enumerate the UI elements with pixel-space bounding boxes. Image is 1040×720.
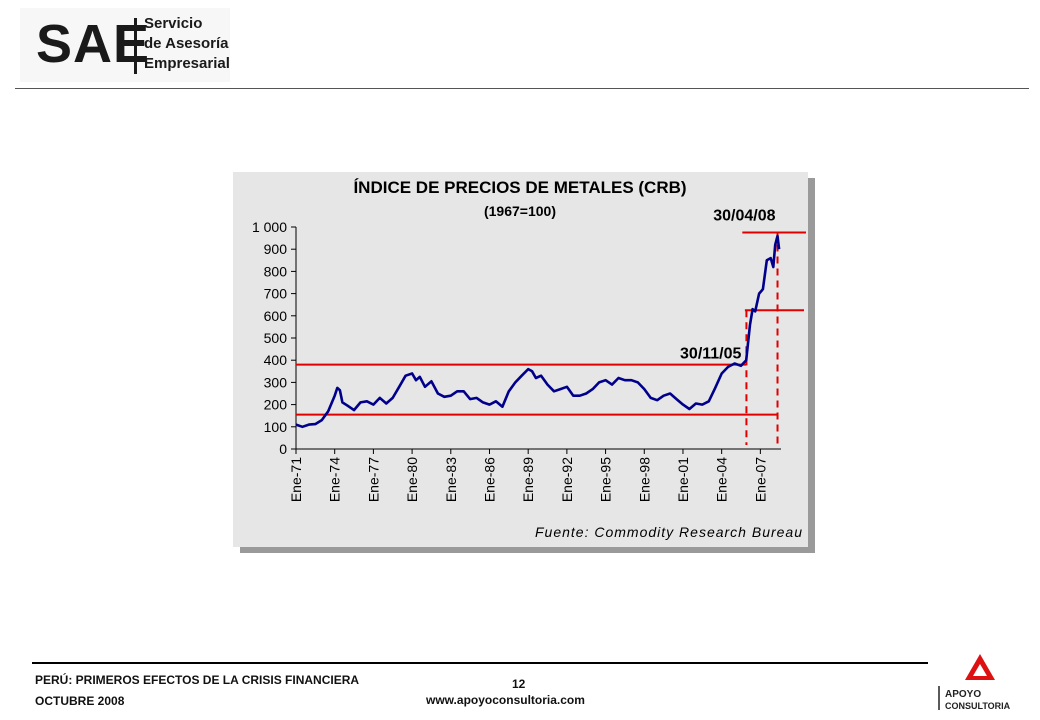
sae-logo: SAE Servicio de Asesoría Empresarial	[20, 8, 230, 82]
annotation-label: 30/04/08	[713, 208, 775, 225]
logo-line-3: Empresarial	[144, 55, 230, 72]
metal-price-chart: ÍNDICE DE PRECIOS DE METALES (CRB) (1967…	[233, 172, 815, 553]
logo-mark: SAE	[36, 14, 151, 74]
series-line	[295, 234, 781, 429]
x-tick-label: Ene-83	[443, 457, 459, 502]
x-tick-label: Ene-95	[598, 457, 614, 502]
apoyo-logo: APOYO CONSULTORIA	[938, 654, 1011, 711]
y-tick-label: 700	[264, 286, 288, 302]
x-tick-label: Ene-86	[481, 457, 497, 502]
x-axis: Ene-71 Ene-74 Ene-77 Ene-80 Ene-83 Ene-86 Ene-…	[288, 448, 781, 502]
chart-panel	[233, 172, 808, 547]
x-tick-label: Ene-77	[365, 457, 381, 502]
y-tick-label: 300	[264, 374, 288, 390]
apoyo-logo-line-2: CONSULTORIA	[945, 701, 1011, 711]
chart-source: Fuente: Commodity Research Bureau	[535, 524, 803, 540]
apoyo-logo-line-1: APOYO	[945, 689, 981, 700]
y-tick-label: 900	[264, 241, 288, 257]
reference-lines	[296, 231, 806, 445]
x-tick-label: Ene-92	[559, 457, 575, 502]
x-tick-label: Ene-04	[714, 457, 730, 502]
footer-url: www.apoyoconsultoria.com	[426, 693, 585, 707]
chart-title: ÍNDICE DE PRECIOS DE METALES (CRB)	[353, 178, 686, 197]
y-tick-label: 400	[264, 352, 288, 368]
x-tick-label: Ene-71	[288, 457, 304, 502]
x-tick-label: Ene-74	[327, 457, 343, 502]
x-tick-label: Ene-01	[675, 457, 691, 502]
annotation-label: 30/11/05	[680, 346, 742, 363]
footer-date: OCTUBRE 2008	[35, 694, 125, 708]
apoyo-emblem-inner-icon	[973, 664, 987, 676]
y-tick-label: 100	[264, 419, 288, 435]
y-axis: 0 100 200 300 400 500 600 700 800 900 1 000	[252, 219, 297, 457]
x-tick-label: Ene-89	[520, 457, 536, 502]
y-tick-label: 200	[264, 397, 288, 413]
footer-divider	[32, 662, 928, 664]
annotations: 30/11/05 30/04/08	[680, 208, 776, 363]
y-tick-label: 1 000	[252, 219, 287, 235]
series-group	[295, 234, 781, 429]
logo-line-1: Servicio	[144, 15, 203, 32]
logo-divider	[134, 18, 137, 74]
header-divider	[15, 88, 1029, 89]
x-tick-label: Ene-07	[752, 457, 768, 502]
x-tick-label: Ene-80	[404, 457, 420, 502]
y-tick-label: 500	[264, 330, 288, 346]
page-number: 12	[512, 677, 526, 691]
logo-line-2: de Asesoría	[144, 35, 229, 52]
y-tick-label: 800	[264, 263, 288, 279]
logo-text: Servicio de Asesoría Empresarial	[144, 14, 230, 74]
y-tick-label: 0	[279, 441, 287, 457]
x-tick-label: Ene-98	[636, 457, 652, 502]
footer-title: PERÚ: PRIMEROS EFECTOS DE LA CRISIS FINA…	[35, 673, 360, 687]
chart-subtitle: (1967=100)	[484, 203, 556, 219]
y-tick-label: 600	[264, 308, 288, 324]
